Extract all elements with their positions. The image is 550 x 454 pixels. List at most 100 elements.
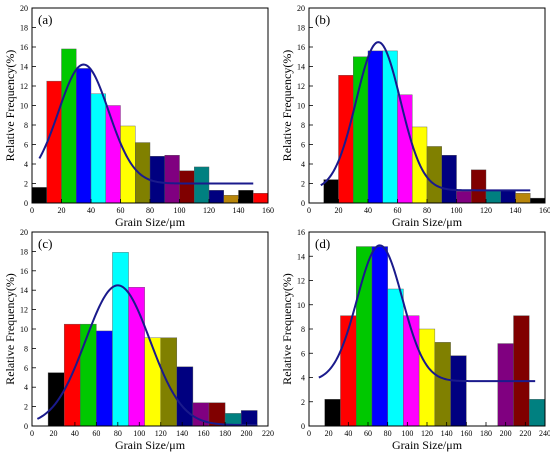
y-tick-label: 8 (301, 325, 305, 334)
histogram-bar (529, 399, 546, 427)
histogram-bar (418, 328, 436, 427)
y-tick-label: 14 (20, 286, 28, 295)
panel-label: (d) (315, 236, 330, 251)
x-tick-label: 80 (114, 429, 122, 438)
x-tick-label: 100 (451, 206, 463, 215)
x-tick-label: 80 (423, 206, 431, 215)
x-tick-label: 40 (71, 429, 79, 438)
histogram-bar (240, 410, 258, 427)
x-tick-label: 80 (384, 429, 392, 438)
y-tick-label: 0 (24, 199, 28, 208)
y-tick-label: 8 (24, 344, 28, 353)
chart-panel-4: 0 20 40 60 80 100 120 140 160 180 200 220 240 0 2 4 6 8 10… (280, 228, 550, 452)
fit-curve (318, 244, 536, 383)
x-tick-label: 40 (344, 429, 352, 438)
x-axis-label: Grain Size/μm (115, 215, 186, 229)
x-tick-label: 180 (219, 429, 231, 438)
histogram-bar (90, 93, 106, 204)
y-tick-label: 16 (297, 43, 305, 52)
histogram-bar (456, 191, 472, 204)
x-tick-label: 20 (325, 429, 333, 438)
histogram-bar (324, 399, 341, 427)
y-tick-label: 8 (301, 121, 305, 130)
y-axis-label: Relative Frequency(%) (3, 273, 17, 385)
chart-panel-1: 0 20 40 60 80 100 120 140 160 0 2 4 6 8 10 12 14 16 18 20 Gr… (3, 4, 274, 229)
y-tick-label: 0 (24, 422, 28, 431)
x-axis-label: Grain Size/μm (392, 215, 463, 229)
histogram-bar (513, 315, 530, 427)
y-tick-label: 10 (20, 102, 28, 111)
histogram-bar (441, 155, 457, 204)
y-tick-label: 0 (301, 422, 305, 431)
y-axis-label: Relative Frequency(%) (3, 50, 17, 162)
y-tick-label: 4 (24, 383, 28, 392)
histogram-bar (450, 355, 467, 427)
x-tick-label: 120 (203, 206, 215, 215)
y-tick-label: 10 (297, 102, 305, 111)
y-tick-label: 18 (297, 24, 305, 33)
x-tick-label: 180 (480, 429, 492, 438)
histogram-bar (434, 342, 451, 427)
panel-label: (c) (38, 236, 52, 251)
y-tick-label: 12 (20, 82, 28, 91)
y-tick-label: 0 (301, 199, 305, 208)
x-tick-label: 40 (364, 206, 372, 215)
y-tick-label: 20 (20, 228, 28, 237)
x-axis-label: Grain Size/μm (392, 438, 463, 452)
histogram-bar (471, 169, 487, 204)
y-tick-label: 2 (24, 403, 28, 412)
x-tick-label: 160 (262, 206, 274, 215)
fit-curve (36, 284, 258, 427)
x-tick-label: 160 (539, 206, 550, 215)
y-axis-label: Relative Frequency(%) (280, 273, 294, 385)
histogram-bar (105, 105, 121, 204)
x-tick-label: 100 (401, 429, 413, 438)
x-tick-label: 20 (58, 206, 66, 215)
y-tick-label: 20 (20, 4, 28, 13)
histogram-bar (387, 288, 404, 427)
histogram-bar (208, 190, 224, 204)
panel-label: (b) (315, 12, 330, 27)
histogram-bar (112, 252, 129, 427)
histogram-bar (500, 190, 516, 204)
y-tick-label: 16 (297, 228, 305, 237)
y-tick-label: 16 (20, 267, 28, 276)
y-tick-label: 4 (301, 374, 305, 383)
histogram-bar (426, 146, 442, 204)
histogram-bar (353, 56, 369, 204)
x-tick-label: 60 (117, 206, 125, 215)
x-tick-label: 60 (92, 429, 100, 438)
x-tick-label: 220 (519, 429, 531, 438)
histogram-bar (367, 50, 383, 204)
x-tick-label: 160 (198, 429, 210, 438)
x-tick-label: 60 (364, 429, 372, 438)
chart-panel-3: 0 20 40 60 80 100 120 140 160 180 200 220 0 2 4 6 8 10 12 1… (3, 228, 274, 452)
x-tick-label: 20 (335, 206, 343, 215)
y-tick-label: 6 (301, 141, 305, 150)
x-tick-label: 20 (49, 429, 57, 438)
y-tick-label: 8 (24, 121, 28, 130)
y-tick-label: 2 (24, 180, 28, 189)
panel-label: (a) (38, 12, 52, 27)
y-tick-label: 6 (301, 349, 305, 358)
x-tick-label: 220 (262, 429, 274, 438)
x-tick-label: 0 (30, 429, 34, 438)
x-tick-label: 100 (174, 206, 186, 215)
histogram-bar (382, 50, 398, 204)
histogram-bar (179, 170, 195, 204)
histogram-bar (194, 166, 210, 204)
histogram-bar (497, 343, 514, 427)
x-tick-label: 140 (510, 206, 522, 215)
y-tick-label: 14 (297, 63, 305, 72)
y-tick-label: 2 (301, 398, 305, 407)
histogram-bar (164, 155, 180, 204)
x-tick-label: 120 (155, 429, 167, 438)
histogram-bar (46, 80, 62, 204)
x-tick-label: 0 (30, 206, 34, 215)
histogram-bar (31, 187, 47, 204)
histogram-bar (485, 190, 501, 204)
y-tick-label: 12 (20, 306, 28, 315)
x-tick-label: 140 (441, 429, 453, 438)
y-tick-label: 12 (297, 82, 305, 91)
